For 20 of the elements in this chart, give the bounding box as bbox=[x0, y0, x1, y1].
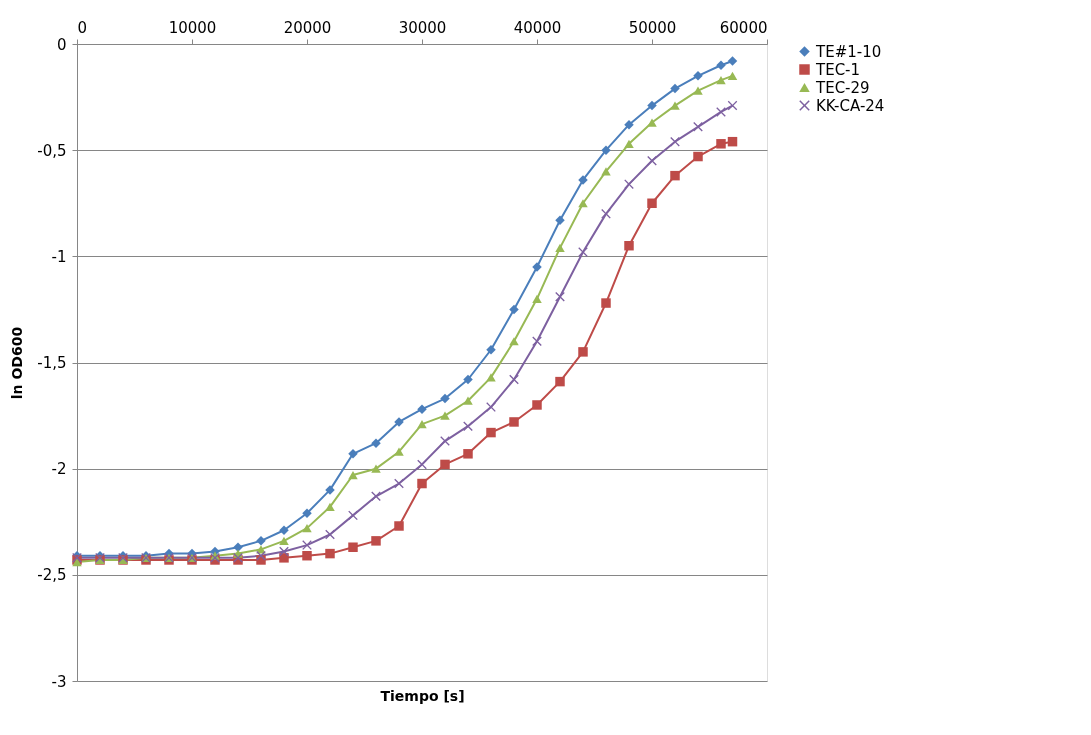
y-tick-label: -1,5 bbox=[37, 354, 67, 372]
legend-label: TEC-1 bbox=[815, 60, 861, 79]
x-tick-label: 60000 bbox=[719, 18, 768, 37]
x-tick-label: 10000 bbox=[168, 18, 217, 37]
y-tick-label: -0,5 bbox=[37, 141, 67, 160]
x-tick-label: 0 bbox=[77, 18, 88, 37]
y-axis-title: ln OD600 bbox=[9, 326, 26, 400]
legend-label: TE#1-10 bbox=[815, 42, 882, 61]
x-tick-label: 20000 bbox=[283, 18, 332, 37]
y-tick-label: 0 bbox=[56, 35, 67, 54]
legend-label: TEC-29 bbox=[815, 78, 870, 97]
x-tick-label: 30000 bbox=[398, 18, 447, 37]
y-tick-label: -2,5 bbox=[37, 566, 67, 585]
y-tick-label: -1 bbox=[51, 247, 67, 266]
legend-label: KK-CA-24 bbox=[816, 96, 885, 115]
y-tick-label: -2 bbox=[51, 460, 67, 479]
x-tick-label: 50000 bbox=[628, 18, 677, 37]
y-tick-label: -3 bbox=[51, 672, 67, 691]
x-axis-title: Tiempo [s] bbox=[380, 687, 465, 704]
x-tick-label: 40000 bbox=[513, 18, 562, 37]
